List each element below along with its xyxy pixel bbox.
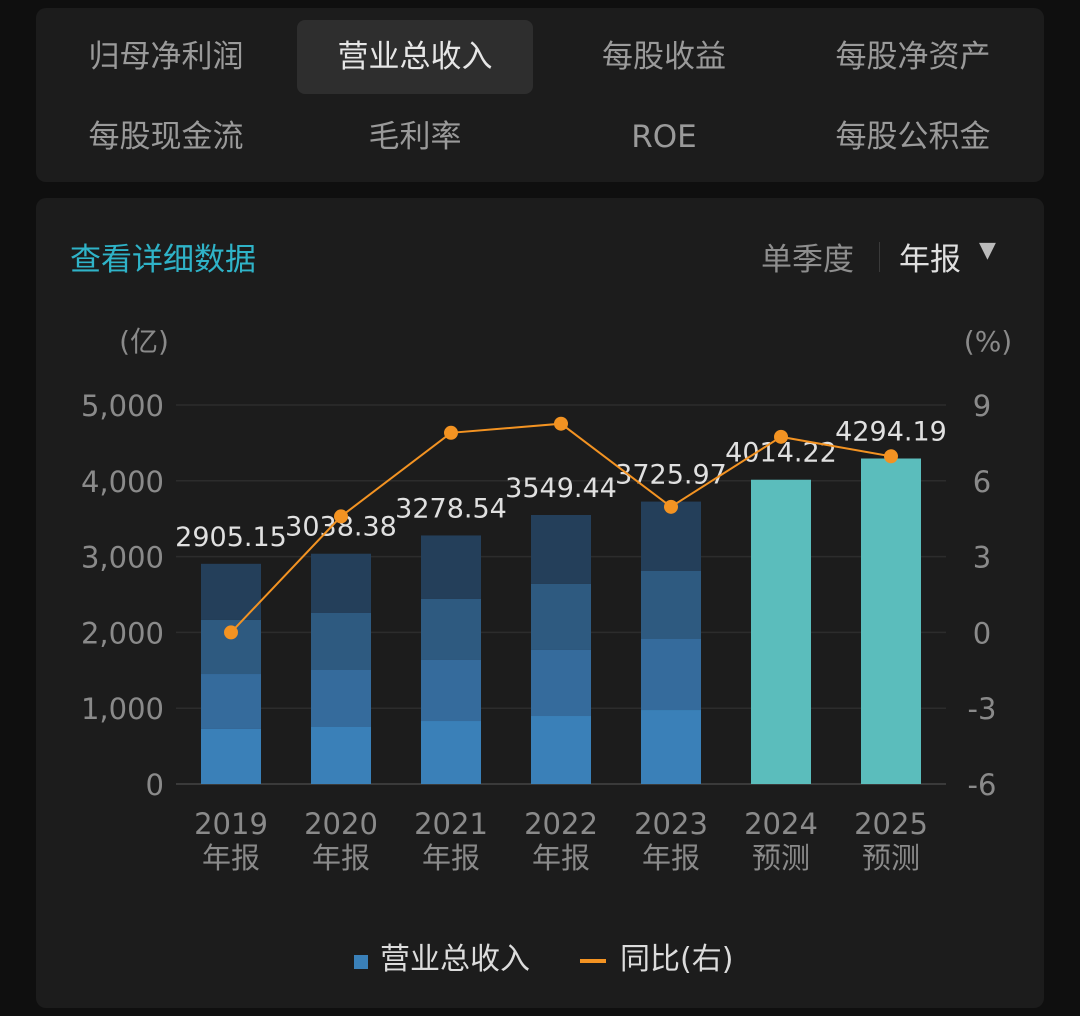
legend-yoy: 同比(右) [580,934,733,978]
bar-segment [421,659,481,722]
x-tick-type: 预测 [862,841,920,875]
bar-segment [311,726,371,784]
yoy-point [664,499,678,514]
bar-segment [641,638,701,711]
tab-4[interactable]: 每股现金流 [88,119,244,155]
yoy-point [554,416,568,431]
y2-tick-label: 3 [973,541,991,575]
x-tick-type: 预测 [752,841,810,875]
bar-segment [641,571,701,639]
divider [879,242,880,272]
x-tick-year: 2022 [524,807,598,841]
y2-tick-label: 0 [973,616,991,650]
bar-value-label: 3549.44 [505,473,617,504]
tab-6[interactable]: ROE [631,119,697,155]
yoy-point [884,449,898,464]
legend-line-swatch [580,958,606,963]
bar-value-label: 4294.19 [835,417,947,448]
yoy-point [334,509,348,524]
bar-value-label: 3278.54 [395,493,507,524]
bar-segment [311,553,371,613]
bar-value-label: 2905.15 [175,522,287,553]
bar-segment [311,669,371,727]
y2-tick-label: 9 [973,389,991,423]
legend-revenue: 营业总收入 [354,934,530,978]
tab-2[interactable]: 每股收益 [602,39,726,75]
yoy-point [224,625,238,640]
tab-3[interactable]: 每股净资产 [835,39,991,75]
x-tick-year: 2025 [854,807,928,841]
bar-segment [311,612,371,670]
y-tick-label: 3,000 [81,541,164,575]
legend-bar-swatch [354,955,368,969]
quarterly-toggle[interactable]: 单季度 [761,242,854,278]
yoy-point [774,429,788,444]
x-tick-type: 年报 [642,841,700,875]
right-unit: (%) [964,325,1012,358]
y2-tick-label: -6 [968,768,997,802]
bar-segment [531,649,591,717]
tab-0[interactable]: 归母净利润 [88,39,244,75]
legend-label: 同比(右) [620,942,734,977]
bar-segment [421,598,481,660]
yoy-point [444,425,458,440]
x-tick-year: 2021 [414,807,488,841]
annual-toggle[interactable]: 年报 [899,242,961,278]
tab-1[interactable]: 营业总收入 [297,20,533,94]
y2-tick-label: 6 [973,465,991,499]
bar-segment [201,728,261,784]
bar-segment [421,535,481,599]
bar-segment [201,674,261,729]
y-tick-label: 1,000 [81,692,164,726]
view-details-link[interactable]: 查看详细数据 [70,242,256,278]
bar-segment [531,716,591,784]
tab-7[interactable]: 每股公积金 [835,119,991,155]
bar-value-label: 3725.97 [615,460,727,491]
y2-tick-label: -3 [968,692,997,726]
bar-segment [531,514,591,584]
x-tick-type: 年报 [312,841,370,875]
bar-segment [421,721,481,784]
chart-card: 查看详细数据 单季度 年报 ▼ (亿) (%) 0 1,000 2,000 3,000 4,… [36,198,1044,1008]
bar-segment [531,583,591,650]
x-tick-type: 年报 [532,841,590,875]
x-tick-year: 2020 [304,807,378,841]
forecast-bar [751,479,811,784]
y-tick-label: 0 [146,768,164,802]
y-tick-label: 2,000 [81,616,164,650]
legend-label: 营业总收入 [380,942,530,977]
x-tick-year: 2023 [634,807,708,841]
tab-5[interactable]: 毛利率 [368,119,462,155]
triangle-down-icon[interactable]: ▼ [979,238,996,263]
x-tick-year: 2024 [744,807,818,841]
left-unit: (亿) [119,325,169,358]
x-tick-year: 2019 [194,807,268,841]
x-tick-type: 年报 [422,841,480,875]
y-tick-label: 4,000 [81,465,164,499]
metric-tabs: 归母净利润 营业总收入 每股收益 每股净资产每股现金流 毛利率 ROE 每股公积金 [36,8,1044,182]
bar-segment [641,710,701,784]
revenue-chart: (亿) (%) 0 1,000 2,000 3,000 4,000 5,000 -6 -3 0 3 6 9… [81,325,1012,875]
y-tick-label: 5,000 [81,389,164,423]
x-tick-type: 年报 [202,841,260,875]
forecast-bar [861,458,921,784]
